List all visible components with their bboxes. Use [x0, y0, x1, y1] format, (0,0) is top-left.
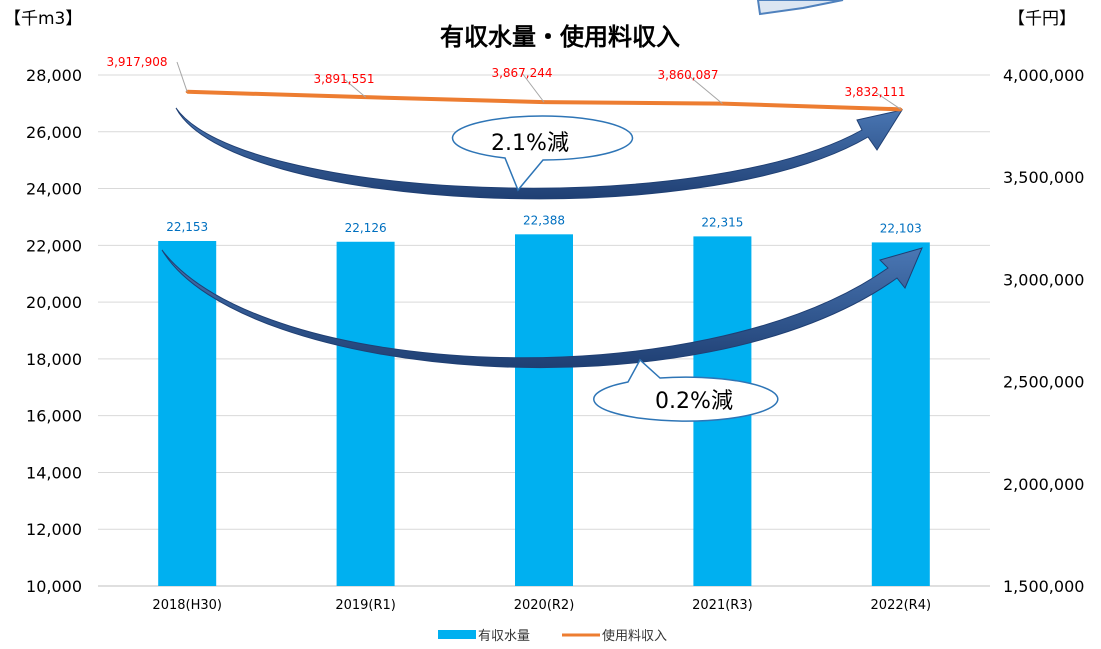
right-tick-label: 4,000,000: [1003, 66, 1084, 85]
line-data-labels: 3,917,908 3,891,551 3,867,244 3,860,087 3,83…: [106, 55, 906, 110]
leader-line: [343, 78, 366, 98]
legend-line-label: 使用料収入: [602, 628, 667, 644]
leader-line: [176, 61, 188, 92]
decorative-arrow-fragment: [756, 0, 844, 16]
bar-series: [158, 234, 930, 586]
right-axis-unit: 【千円】: [1008, 9, 1076, 29]
chart-title: 有収水量・使用料収入: [440, 23, 680, 51]
line-data-label: 3,860,087: [657, 68, 718, 82]
left-tick-label: 12,000: [26, 520, 82, 539]
volume-trend-arrow: [161, 247, 923, 369]
bar: [515, 234, 573, 586]
left-tick-label: 14,000: [26, 463, 82, 482]
line-data-label: 3,891,551: [313, 72, 374, 86]
bar: [336, 241, 395, 586]
leader-line: [521, 72, 545, 103]
bar-data-label: 22,388: [523, 213, 565, 227]
category-label: 2019(R1): [335, 598, 396, 613]
right-axis-ticks: 1,500,000 2,000,000 2,500,000 3,000,000 3,50…: [1003, 66, 1084, 596]
left-tick-label: 26,000: [26, 123, 82, 142]
line-data-label: 3,867,244: [491, 66, 552, 80]
bar-data-label: 22,103: [880, 221, 922, 235]
callout-revenue-text: 2.1%減: [491, 131, 569, 156]
bar-data-label: 22,315: [701, 215, 743, 229]
legend-bar-swatch: [438, 630, 476, 639]
legend-bar-label: 有収水量: [478, 629, 530, 644]
category-label: 2020(R2): [514, 598, 575, 613]
line-data-label: 3,917,908: [106, 55, 167, 69]
callout-revenue: 2.1%減: [451, 115, 634, 192]
bar-data-label: 22,126: [345, 221, 387, 235]
left-tick-label: 28,000: [26, 66, 82, 85]
left-tick-label: 22,000: [26, 236, 82, 255]
left-axis-ticks: 10,000 12,000 14,000 16,000 18,000 20,000 22,0…: [26, 66, 82, 596]
bar-data-labels: 22,153 22,126 22,388 22,315 22,103: [166, 213, 922, 235]
bar: [871, 242, 930, 586]
callout-volume-text: 0.2%減: [655, 389, 733, 414]
category-label: 2022(R4): [871, 598, 932, 613]
category-label: 2018(H30): [152, 598, 222, 613]
bar-data-label: 22,153: [166, 220, 208, 234]
right-tick-label: 1,500,000: [1003, 577, 1084, 596]
line-data-label: 3,832,111: [844, 85, 905, 99]
category-axis: 2018(H30) 2019(R1) 2020(R2) 2021(R3) 2022(R4…: [152, 598, 931, 613]
leader-line: [687, 74, 723, 104]
bar: [158, 240, 217, 586]
right-tick-label: 3,000,000: [1003, 270, 1084, 289]
right-tick-label: 3,500,000: [1003, 168, 1084, 187]
right-tick-label: 2,500,000: [1003, 373, 1084, 392]
category-label: 2021(R3): [692, 598, 753, 613]
left-tick-label: 16,000: [26, 407, 82, 426]
line-series: [185, 89, 903, 112]
revenue-line: [187, 89, 901, 112]
left-tick-label: 18,000: [26, 350, 82, 369]
right-tick-label: 2,000,000: [1003, 475, 1084, 494]
legend: 有収水量 使用料収入: [438, 628, 667, 644]
left-axis-unit: 【千m3】: [4, 9, 82, 29]
left-tick-label: 24,000: [26, 180, 82, 199]
left-tick-label: 10,000: [26, 577, 82, 596]
left-tick-label: 20,000: [26, 293, 82, 312]
callout-volume: 0.2%減: [593, 358, 779, 422]
leader-line: [874, 91, 902, 110]
